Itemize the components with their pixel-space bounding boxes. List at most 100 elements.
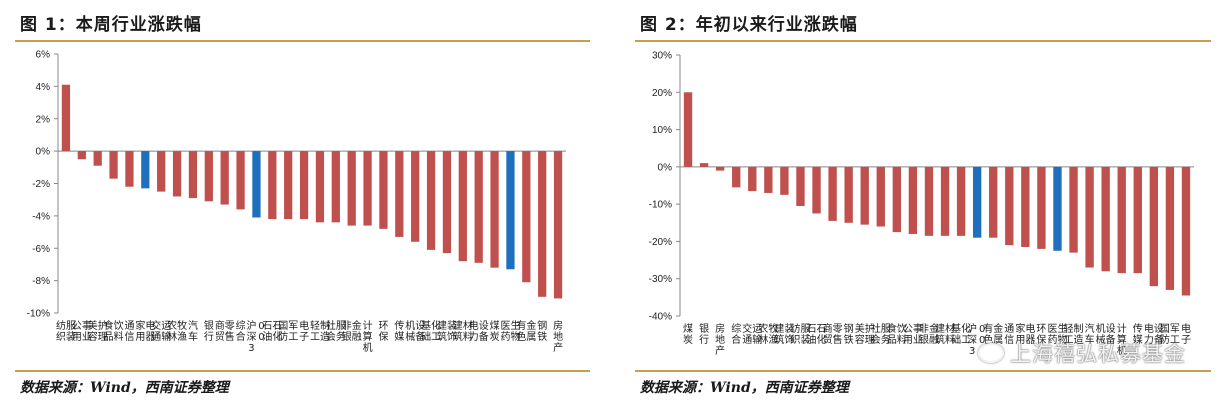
x-tick-char: 饮 [114, 319, 124, 332]
y-tick-label: -30% [649, 274, 672, 285]
bar [764, 166, 773, 193]
x-tick-char: 算 [1117, 333, 1127, 346]
x-tick-char: 础 [421, 331, 431, 343]
x-tick-label: 银行 [699, 322, 709, 346]
x-tick-char: 行 [699, 333, 709, 346]
x-tick-char: 0 [258, 321, 264, 332]
x-tick-char: 石 [817, 324, 827, 335]
x-tick-char: 融 [352, 331, 362, 343]
bar [125, 151, 134, 187]
x-tick-char: 纺 [790, 322, 800, 335]
bar [780, 166, 789, 195]
x-tick-char: 计 [1117, 322, 1127, 335]
x-tick-char: 用 [903, 335, 913, 346]
x-tick-char: 银 [699, 322, 709, 335]
x-tick-char: 备 [415, 330, 425, 343]
x-tick-char: 保 [378, 330, 388, 343]
x-tick-char: 物 [510, 330, 520, 343]
x-tick-char: 媒 [394, 331, 404, 343]
x-tick-char: 织 [56, 331, 66, 343]
x-tick-char: 物 [1057, 333, 1067, 346]
x-tick-char: 石 [272, 321, 282, 332]
x-tick-char: 医 [1047, 323, 1057, 335]
x-tick-char: 属 [526, 331, 536, 343]
x-tick-char: 交 [151, 319, 161, 332]
x-tick-char: 务 [881, 333, 891, 346]
x-tick-char: 煤 [490, 319, 500, 332]
x-tick-char: 0 [258, 332, 264, 343]
x-tick-label: 汽车 [188, 319, 198, 343]
x-tick-char: 服 [881, 323, 891, 335]
x-tick-char: 炭 [490, 331, 500, 343]
x-tick-char: 材 [463, 319, 473, 332]
x-tick-char: 机 [363, 341, 373, 354]
x-tick-char: 食 [104, 319, 114, 332]
x-tick-char: 保 [1036, 333, 1046, 346]
x-tick-char: 房 [715, 322, 725, 335]
bar [956, 166, 966, 236]
x-tick-char: 售 [833, 333, 843, 346]
x-tick-char: 煤 [683, 322, 693, 335]
x-tick-char: 务 [336, 330, 346, 343]
bar [347, 151, 356, 226]
x-tick-char: 筑 [453, 330, 463, 343]
bar [204, 151, 213, 202]
x-tick-char: 筑 [774, 333, 784, 346]
x-tick-label: 钢铁 [537, 319, 547, 343]
x-tick-char: 容 [88, 330, 98, 343]
y-tick-label: 0% [36, 147, 51, 158]
bar [331, 151, 340, 223]
bar [908, 166, 918, 234]
x-tick-char: 环 [378, 321, 388, 332]
x-tick-char: 贸 [215, 331, 225, 343]
x-tick-char: 银 [204, 319, 214, 332]
x-tick-char: 用 [1015, 335, 1025, 346]
x-tick-char: 子 [1181, 334, 1191, 346]
bar [474, 151, 483, 263]
x-tick-char: 建 [437, 319, 447, 332]
x-tick-char: 0 [979, 335, 985, 346]
x-tick-char: 地 [715, 333, 725, 346]
x-tick-char: 料 [114, 330, 124, 343]
bar [683, 92, 693, 167]
x-tick-char: 化 [817, 333, 827, 346]
x-tick-char: 军 [288, 320, 298, 332]
chart-title: 图 2：年初以来行业涨跌幅 [640, 15, 858, 35]
bar [442, 151, 452, 254]
bar [157, 151, 166, 192]
x-tick-char: 护 [865, 322, 875, 335]
x-tick-char: 备 [1154, 333, 1164, 346]
y-tick-label: -20% [649, 237, 672, 248]
x-tick-char: 传 [1133, 323, 1143, 335]
x-tick-char: 工 [961, 335, 971, 346]
x-tick-char: 运 [161, 320, 171, 332]
x-tick-char: 料 [897, 333, 907, 346]
x-tick-char: 容 [855, 333, 865, 346]
x-tick-char: 药 [1047, 334, 1057, 346]
x-tick-label: 房地产 [553, 319, 563, 354]
bar [1069, 166, 1078, 253]
x-tick-char: 融 [929, 334, 939, 346]
x-tick-char: 工 [310, 332, 320, 343]
x-tick-char: 电 [299, 319, 309, 332]
bar [1101, 166, 1110, 272]
x-tick-char: 色 [516, 330, 526, 343]
x-tick-label: 计算机 [1117, 322, 1127, 357]
x-tick-char: 牧 [768, 322, 778, 335]
bar [1149, 166, 1159, 287]
x-tick-label: 环保 [1036, 324, 1046, 346]
y-tick-label: -2% [32, 179, 50, 190]
x-tick-char: 沪 [967, 322, 977, 335]
x-tick-char: 合 [236, 330, 246, 343]
y-tick-label: -10% [27, 309, 50, 320]
x-tick-char: 装 [800, 333, 810, 346]
